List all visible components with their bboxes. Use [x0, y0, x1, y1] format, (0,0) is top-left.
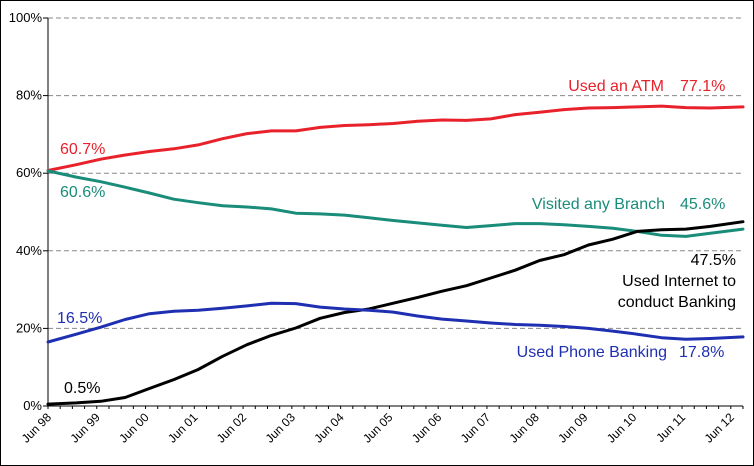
start-value-label-internet: 0.5%	[64, 380, 100, 397]
y-tick-label: 60%	[16, 165, 42, 180]
end-value-label-internet: 47.5%	[691, 252, 736, 269]
series-name-label-atm: Used an ATM	[568, 78, 664, 95]
start-value-label-phone: 16.5%	[57, 310, 102, 327]
series-name-label-phone: Used Phone Banking	[517, 344, 667, 361]
start-value-label-atm: 60.7%	[60, 141, 105, 158]
start-value-label-branch: 60.6%	[60, 184, 105, 201]
y-tick-label: 0%	[23, 398, 42, 413]
y-tick-label: 20%	[16, 320, 42, 335]
series-line-phone	[46, 301, 745, 344]
series-name-label-branch: Visited any Branch	[532, 196, 665, 213]
series-line-atm	[46, 104, 745, 172]
end-value-label-atm: 77.1%	[680, 78, 725, 95]
y-tick-label: 80%	[16, 88, 42, 103]
y-tick-label: 100%	[9, 10, 43, 25]
gridlines	[48, 17, 743, 329]
series-line-branch	[46, 169, 745, 238]
y-tick-label: 40%	[16, 243, 42, 258]
end-value-label-phone: 17.8%	[679, 344, 724, 361]
annotations: 60.7% Used an ATM 77.1% 60.6% Visited any Br…	[57, 78, 736, 397]
series-name-label-internet: conduct Banking	[618, 294, 736, 311]
end-value-label-branch: 45.6%	[680, 196, 725, 213]
series-line-internet	[46, 220, 745, 406]
series-lines	[46, 104, 745, 406]
series-name-label-internet: Used Internet to	[622, 273, 736, 290]
